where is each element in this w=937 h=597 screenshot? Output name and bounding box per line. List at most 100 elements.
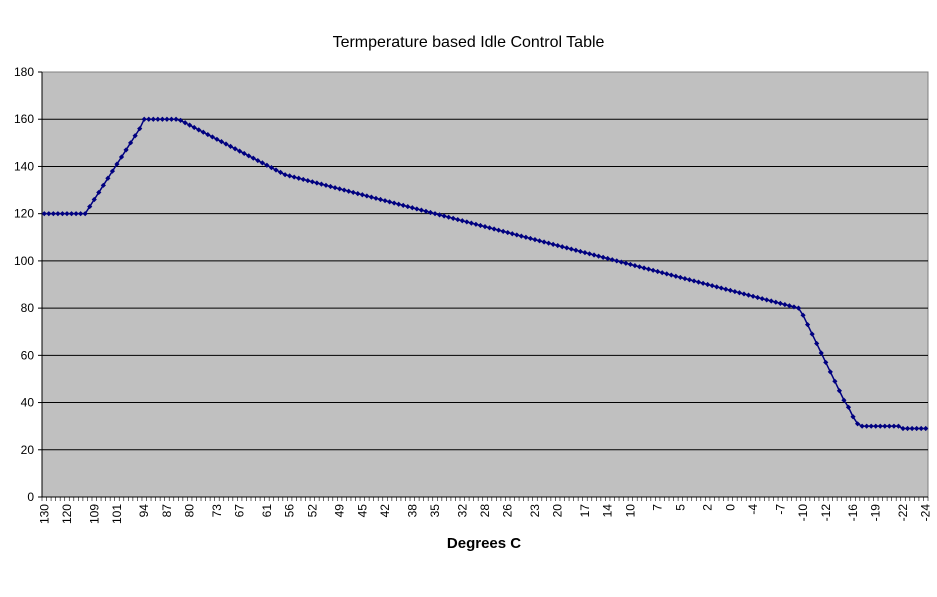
data-point	[237, 148, 243, 154]
data-point	[309, 179, 315, 185]
data-point	[550, 241, 556, 247]
data-point	[673, 273, 679, 279]
data-point	[128, 140, 134, 146]
data-point	[664, 271, 670, 277]
data-point	[650, 267, 656, 273]
data-point	[546, 240, 552, 246]
data-point	[591, 252, 597, 258]
data-point	[541, 239, 547, 245]
data-point	[459, 218, 465, 224]
x-tick-label: 0	[723, 504, 737, 511]
x-tick-label: 61	[260, 504, 274, 518]
x-tick-label: 20	[551, 504, 565, 518]
data-point	[909, 425, 915, 432]
data-point	[287, 173, 293, 179]
data-point	[496, 227, 502, 233]
data-point	[659, 270, 665, 276]
data-point	[891, 423, 897, 429]
data-point	[473, 221, 479, 227]
data-point	[568, 246, 574, 252]
data-point	[845, 404, 852, 410]
y-tick-label: 60	[21, 348, 35, 362]
data-point	[441, 213, 447, 219]
data-point	[182, 120, 188, 126]
data-point	[491, 226, 497, 232]
data-point	[714, 284, 720, 290]
data-point	[814, 340, 820, 347]
x-tick-label: 14	[601, 504, 615, 518]
data-point	[105, 175, 111, 181]
x-tick-label: 23	[528, 504, 542, 518]
data-point	[246, 153, 252, 159]
data-point	[836, 388, 842, 394]
data-point	[809, 331, 815, 337]
data-point	[627, 261, 633, 268]
data-point	[264, 162, 270, 168]
data-point	[632, 263, 638, 269]
data-point	[791, 304, 797, 310]
data-point	[595, 253, 602, 259]
y-tick-label: 180	[14, 65, 34, 79]
data-point	[655, 268, 661, 275]
data-point	[923, 425, 929, 432]
x-tick-label: -24	[919, 504, 933, 522]
data-point	[332, 185, 338, 191]
data-point	[82, 211, 88, 217]
data-point	[709, 283, 715, 289]
x-tick-label: 17	[578, 504, 592, 518]
data-point	[132, 133, 138, 139]
data-point	[705, 281, 711, 288]
data-point	[114, 161, 120, 167]
data-point	[423, 208, 429, 214]
data-point	[904, 425, 911, 432]
data-point	[559, 244, 565, 250]
data-point	[750, 293, 756, 299]
data-point	[350, 189, 356, 196]
data-point	[346, 188, 352, 194]
data-point	[187, 122, 193, 128]
x-axis-title: Degrees C	[446, 535, 522, 552]
data-point	[436, 212, 443, 218]
data-point	[895, 423, 902, 429]
data-point	[191, 124, 197, 131]
x-tick-label: 101	[110, 504, 124, 524]
data-point	[391, 200, 397, 206]
data-point	[464, 219, 470, 225]
y-tick-label: 140	[14, 159, 34, 173]
data-point	[564, 245, 570, 251]
data-point	[854, 421, 861, 427]
data-point	[804, 322, 811, 328]
data-point	[164, 116, 170, 122]
data-point	[377, 196, 384, 203]
data-point	[155, 116, 161, 122]
data-point	[795, 305, 802, 311]
data-point	[736, 290, 743, 296]
data-point	[250, 155, 256, 161]
data-point	[64, 211, 70, 217]
data-point	[200, 129, 206, 135]
data-point	[677, 274, 683, 281]
x-tick-label: -7	[773, 504, 787, 515]
data-point	[605, 255, 611, 262]
data-point	[41, 211, 47, 217]
data-point	[818, 350, 824, 356]
data-point	[518, 233, 524, 239]
data-point	[577, 248, 584, 255]
data-point	[514, 232, 520, 238]
data-point	[296, 175, 302, 181]
data-point	[727, 287, 733, 294]
data-point	[168, 116, 175, 122]
data-point	[732, 288, 738, 295]
x-tick-label: 109	[87, 504, 101, 524]
data-point	[686, 277, 693, 283]
data-point	[555, 242, 561, 249]
x-tick-label: 56	[283, 504, 297, 518]
data-point	[682, 275, 688, 282]
data-point	[645, 266, 652, 272]
data-point	[532, 237, 538, 243]
data-point	[509, 231, 515, 237]
data-point	[400, 202, 406, 209]
data-point	[777, 300, 783, 306]
data-point	[618, 259, 624, 265]
